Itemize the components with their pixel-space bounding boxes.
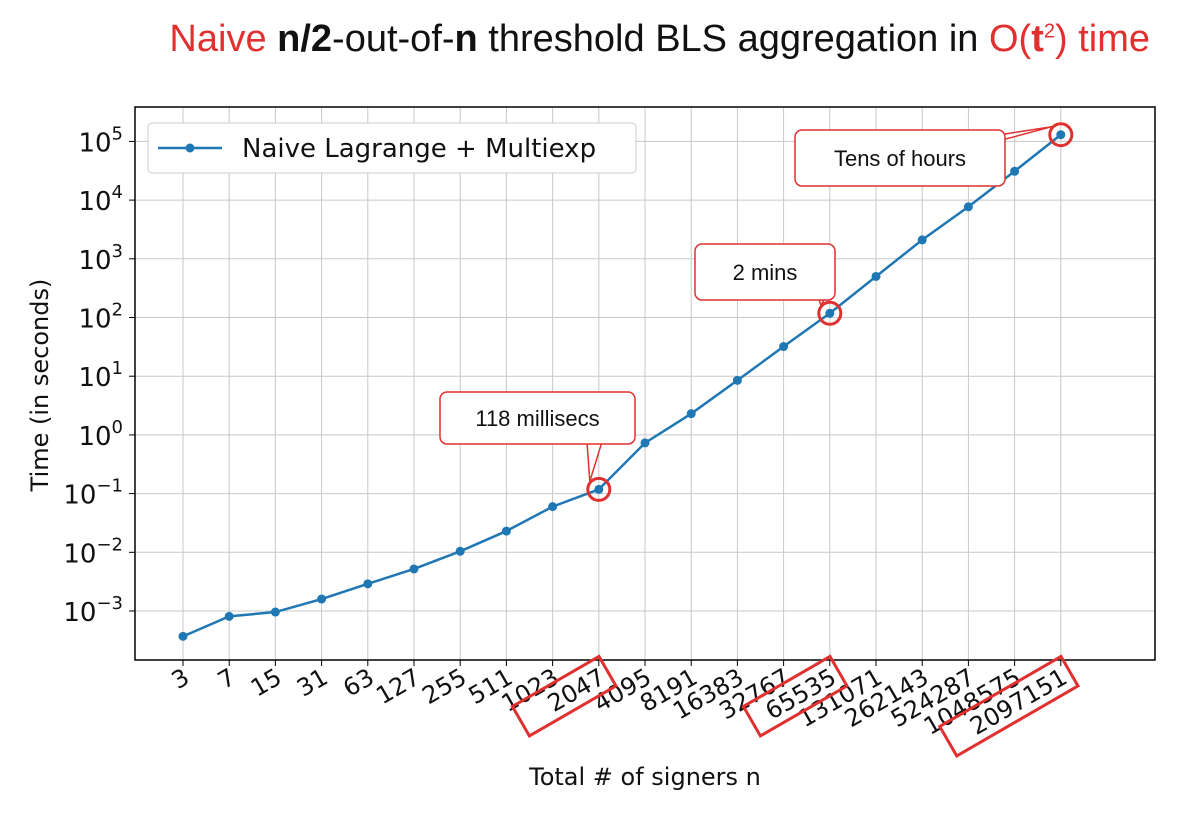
callout-box [794, 129, 1006, 187]
title-exp: 2 [1043, 20, 1055, 43]
x-tick-label: 7 [213, 663, 240, 695]
data-point [594, 484, 604, 494]
x-tick-label: 31 [292, 663, 332, 703]
callout-pointer [986, 125, 1052, 145]
data-point [825, 308, 835, 318]
data-point [917, 235, 927, 245]
series-line [182, 133, 1062, 638]
title-out-of: -out-of- [332, 18, 455, 60]
title-complexity: O(t2) time [989, 18, 1150, 60]
callout-box [439, 391, 636, 445]
data-point [871, 271, 881, 281]
data-point [963, 202, 973, 212]
data-point [548, 502, 558, 512]
title-t: t [1031, 18, 1044, 60]
highlight-circle [1048, 122, 1074, 148]
y-tick-label: 104 [78, 182, 123, 217]
title-n: n [454, 18, 478, 60]
slide-title: Naive n/2-out-of-n threshold BLS aggrega… [0, 18, 1200, 61]
data-point [1010, 166, 1020, 176]
x-axis-label: Total # of signers n [528, 763, 761, 791]
y-tick-label: 103 [78, 241, 123, 276]
data-point [224, 611, 234, 621]
x-tick-highlight [937, 654, 1081, 758]
highlight-circle [817, 300, 843, 326]
data-point [1056, 130, 1066, 140]
x-tick-highlight [741, 654, 850, 738]
legend-box [147, 122, 637, 174]
y-tick-label: 102 [78, 300, 123, 335]
callout-text: Tens of hours [834, 146, 966, 171]
title-o: O( [989, 18, 1032, 60]
y-tick-label: 101 [78, 358, 123, 393]
title-n2: n/2 [277, 18, 333, 60]
legend-label: Naive Lagrange + Multiexp [242, 134, 596, 164]
data-point [501, 526, 511, 536]
y-tick-label: 105 [78, 123, 123, 158]
callout-text: 2 mins [733, 260, 798, 285]
data-point [732, 375, 742, 385]
data-point [455, 546, 465, 556]
data-point [178, 631, 188, 641]
y-tick-label: 10−1 [63, 476, 123, 511]
x-tick-highlight [510, 654, 619, 738]
y-axis-label: Time (in seconds) [26, 279, 54, 493]
data-point [270, 607, 280, 617]
highlight-circle [586, 476, 612, 502]
data-point [779, 342, 789, 352]
data-point [317, 594, 327, 604]
data-point [363, 579, 373, 589]
callout-box [694, 243, 836, 301]
title-naive: Naive [169, 18, 267, 60]
x-tick-label: 3 [167, 663, 194, 695]
data-point [409, 564, 419, 574]
callout-text: 118 millisecs [475, 406, 599, 431]
title-rest: threshold BLS aggregation in [477, 18, 989, 60]
x-tick-label: 63 [338, 663, 378, 703]
title-time: ) time [1055, 18, 1150, 60]
data-point [640, 438, 650, 448]
y-tick-label: 100 [78, 417, 123, 452]
legend-marker [185, 143, 195, 153]
y-tick-label: 10−2 [63, 534, 123, 569]
x-tick-label: 15 [246, 663, 286, 703]
data-point [686, 409, 696, 419]
y-tick-label: 10−3 [63, 593, 123, 628]
